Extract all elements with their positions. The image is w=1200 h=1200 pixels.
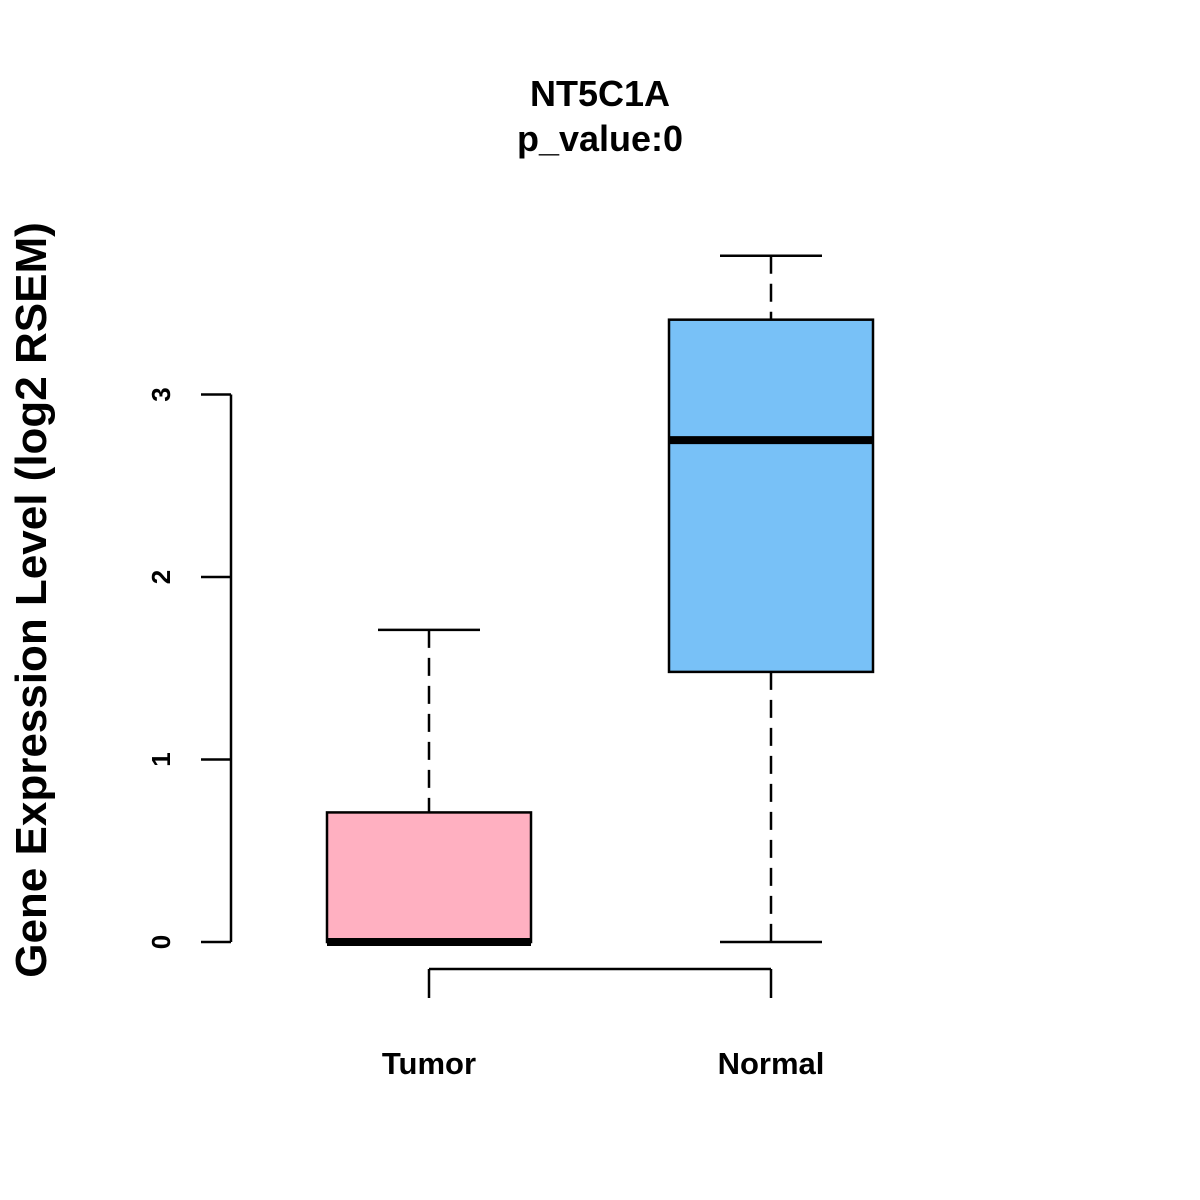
y-tick-label: 0 (146, 935, 176, 949)
box-tumor (325, 811, 533, 944)
x-tick-label: Tumor (382, 1046, 476, 1081)
y-axis-label: Gene Expression Level (log2 RSEM) (7, 222, 56, 978)
box-normal (667, 318, 875, 674)
chart-subtitle: p_value:0 (517, 118, 683, 159)
y-tick-label: 2 (146, 570, 176, 584)
chart-title: NT5C1A (530, 73, 670, 114)
y-tick-label: 1 (146, 752, 176, 766)
y-tick-label: 3 (146, 387, 176, 401)
x-tick-label: Normal (718, 1046, 825, 1081)
plot-area: 0 1 2 3 Tumor Normal (146, 254, 875, 1081)
